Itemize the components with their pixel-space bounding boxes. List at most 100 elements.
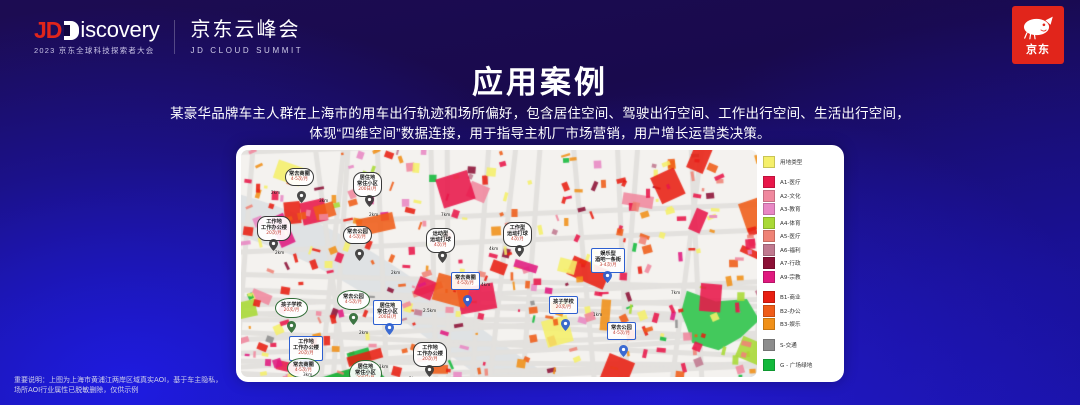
map-location-pin-icon[interactable] bbox=[561, 318, 570, 331]
callout-title: 孩子学校 bbox=[281, 302, 302, 308]
callout-frequency: 20次/月 bbox=[283, 308, 300, 314]
map-callout[interactable]: 常去公园 4-5次/月 bbox=[337, 290, 370, 311]
callout-title: 工作型 bbox=[509, 225, 526, 231]
map-callout[interactable]: 工作地 工作办公楼 20次/月 bbox=[257, 216, 291, 241]
callout-frequency: 200日/月 bbox=[378, 315, 397, 321]
legend-swatch bbox=[763, 270, 775, 283]
callout-title: 居住地 bbox=[359, 175, 376, 181]
map-location-pin-icon[interactable] bbox=[515, 244, 524, 257]
legend-swatch bbox=[763, 257, 775, 269]
callout-frequency: 4-5次/月 bbox=[456, 281, 474, 287]
callout-frequency: 4-5次/月 bbox=[344, 300, 362, 306]
map-location-pin-icon[interactable] bbox=[425, 364, 434, 377]
brand-tagline: 2023 京东全球科技探索者大会 bbox=[34, 46, 155, 55]
discovery-d-glyph-icon bbox=[64, 20, 80, 40]
callout-title: 常去商圈 bbox=[289, 171, 310, 177]
legend-swatch bbox=[763, 304, 775, 317]
legend-label: G - 广场绿地 bbox=[780, 363, 813, 369]
callout-title: 常去商圈 bbox=[293, 362, 314, 368]
legend-item: A1-医疗 bbox=[763, 176, 837, 188]
callout-frequency: 4-5次/月 bbox=[612, 331, 630, 337]
map-callout[interactable]: 常去公园 4-5次/月 bbox=[343, 226, 372, 245]
jd-joy-dog-icon bbox=[1023, 16, 1053, 39]
legend-swatch bbox=[763, 359, 775, 371]
callout-subtitle: 工作办公楼 bbox=[261, 225, 287, 232]
discovery-wordmark: iscovery bbox=[80, 17, 160, 42]
map-distance-label: 1km bbox=[593, 312, 603, 317]
legend-label: A3-教育 bbox=[780, 207, 801, 213]
callout-subtitle: 运动打球 bbox=[507, 231, 528, 238]
callout-frequency: 20次/月 bbox=[422, 357, 438, 363]
map-callout[interactable]: 工作型 运动打球 4次/月 bbox=[503, 222, 532, 247]
jd-logo-text: 京东 bbox=[1026, 43, 1050, 56]
map-distance-label: 2.5km bbox=[423, 308, 437, 313]
map-location-pin-icon[interactable] bbox=[355, 248, 364, 261]
map-card: 常去商圈 4-5次/月 居住地 常住小区 200日/月 工作地 工作办公楼 20次/月 常去公园… bbox=[236, 145, 844, 382]
callout-title: 常去商圈 bbox=[455, 275, 476, 281]
jd-corner-logo: 京东 bbox=[1012, 6, 1064, 64]
callout-subtitle: 常住小区 bbox=[357, 181, 378, 188]
legend-item: A5-医疗 bbox=[763, 230, 837, 242]
map-location-pin-icon[interactable] bbox=[269, 238, 278, 251]
map-callout[interactable]: 常去商圈 4-5次/月 bbox=[287, 358, 320, 377]
legend-label: A4-体育 bbox=[780, 220, 801, 227]
map-location-pin-icon[interactable] bbox=[349, 312, 358, 325]
aoi-map[interactable]: 常去商圈 4-5次/月 居住地 常住小区 200日/月 工作地 工作办公楼 20次/月 常去公园… bbox=[241, 150, 757, 377]
callout-frequency: 20次/月 bbox=[266, 231, 282, 237]
map-callout[interactable]: 常去商圈 4-5次/月 bbox=[285, 168, 314, 187]
map-callout[interactable]: 运动型 运动打球 4次/月 bbox=[426, 228, 455, 253]
map-legend: 用地类型 A1-医疗 A2-文化 A3-教育 A4-体育 A5-医疗 A6-福利 A7-行政 A… bbox=[757, 150, 839, 377]
callout-frequency: 20次/月 bbox=[298, 351, 314, 357]
footnote-line-1: 重要说明：上图为上海市黄浦江两岸区域真实AOI，基于车主隐私， bbox=[14, 376, 223, 384]
map-callout[interactable]: 工作地 工作办公楼 20次/月 bbox=[289, 336, 323, 361]
legend-label: B2-办公 bbox=[780, 308, 801, 315]
callout-title: 娱乐型 bbox=[600, 251, 616, 257]
cloud-summit-title-en: JD CLOUD SUMMIT bbox=[190, 46, 304, 55]
legend-item: A7-行政 bbox=[763, 257, 837, 269]
legend-label: B1-商业 bbox=[780, 295, 801, 301]
legend-item: A4-体育 bbox=[763, 216, 837, 229]
legend-item: B2-办公 bbox=[763, 304, 837, 317]
callout-subtitle: 运动打球 bbox=[430, 237, 451, 244]
callout-title: 常去公园 bbox=[347, 229, 368, 235]
jd-discovery-logo: JD iscovery 2023 京东全球科技探索者大会 bbox=[34, 18, 160, 56]
map-location-pin-icon[interactable] bbox=[365, 194, 374, 207]
map-location-pin-icon[interactable] bbox=[463, 294, 472, 307]
legend-swatch bbox=[763, 203, 775, 215]
legend-item: B3-娱乐 bbox=[763, 318, 837, 330]
map-location-pin-icon[interactable] bbox=[385, 322, 394, 335]
map-callout[interactable]: 娱乐型 酒吧一条街 3-4次/月 bbox=[591, 248, 625, 273]
map-callout[interactable]: 孩子学校 20次/月 bbox=[275, 298, 308, 319]
map-location-pin-icon[interactable] bbox=[438, 250, 447, 263]
legend-item: A2-文化 bbox=[763, 189, 837, 202]
map-distance-label: 7km bbox=[441, 212, 451, 217]
map-distance-label: 2km bbox=[391, 270, 401, 275]
cloud-summit-logo: 京东云峰会 JD CLOUD SUMMIT bbox=[191, 18, 304, 55]
callout-frequency: 4次/月 bbox=[433, 243, 447, 249]
callout-subtitle: 常住小区 bbox=[377, 309, 398, 316]
legend-item: G - 广场绿地 bbox=[763, 359, 837, 371]
map-location-pin-icon[interactable] bbox=[297, 190, 306, 203]
map-location-pin-icon[interactable] bbox=[287, 320, 296, 333]
map-location-pin-icon[interactable] bbox=[619, 344, 628, 357]
brand-lockup: JD iscovery 2023 京东全球科技探索者大会 京东云峰会 JD CL… bbox=[34, 18, 303, 56]
map-distance-label: 2km bbox=[275, 250, 285, 255]
map-callout[interactable]: 工作地 工作办公楼 20次/月 bbox=[413, 342, 447, 367]
jd-logo-initials: JD bbox=[34, 16, 62, 43]
legend-item: 用地类型 bbox=[763, 155, 837, 168]
legend-item: A6-福利 bbox=[763, 243, 837, 256]
callout-frequency: 4次/月 bbox=[510, 237, 524, 243]
map-callout[interactable]: 常去公园 4-5次/月 bbox=[607, 322, 636, 341]
callout-title: 常去公园 bbox=[611, 325, 632, 331]
callout-title: 孩子学校 bbox=[553, 299, 574, 305]
map-callout[interactable]: 孩子学校 20次/月 bbox=[549, 296, 578, 315]
aoi-map-canvas bbox=[241, 150, 757, 377]
map-location-pin-icon[interactable] bbox=[603, 270, 612, 283]
brand-divider bbox=[173, 20, 175, 54]
map-distance-label: 3km bbox=[303, 372, 313, 377]
map-distance-label: 1km bbox=[379, 364, 389, 369]
map-callout[interactable]: 常去商圈 4-5次/月 bbox=[451, 272, 480, 291]
